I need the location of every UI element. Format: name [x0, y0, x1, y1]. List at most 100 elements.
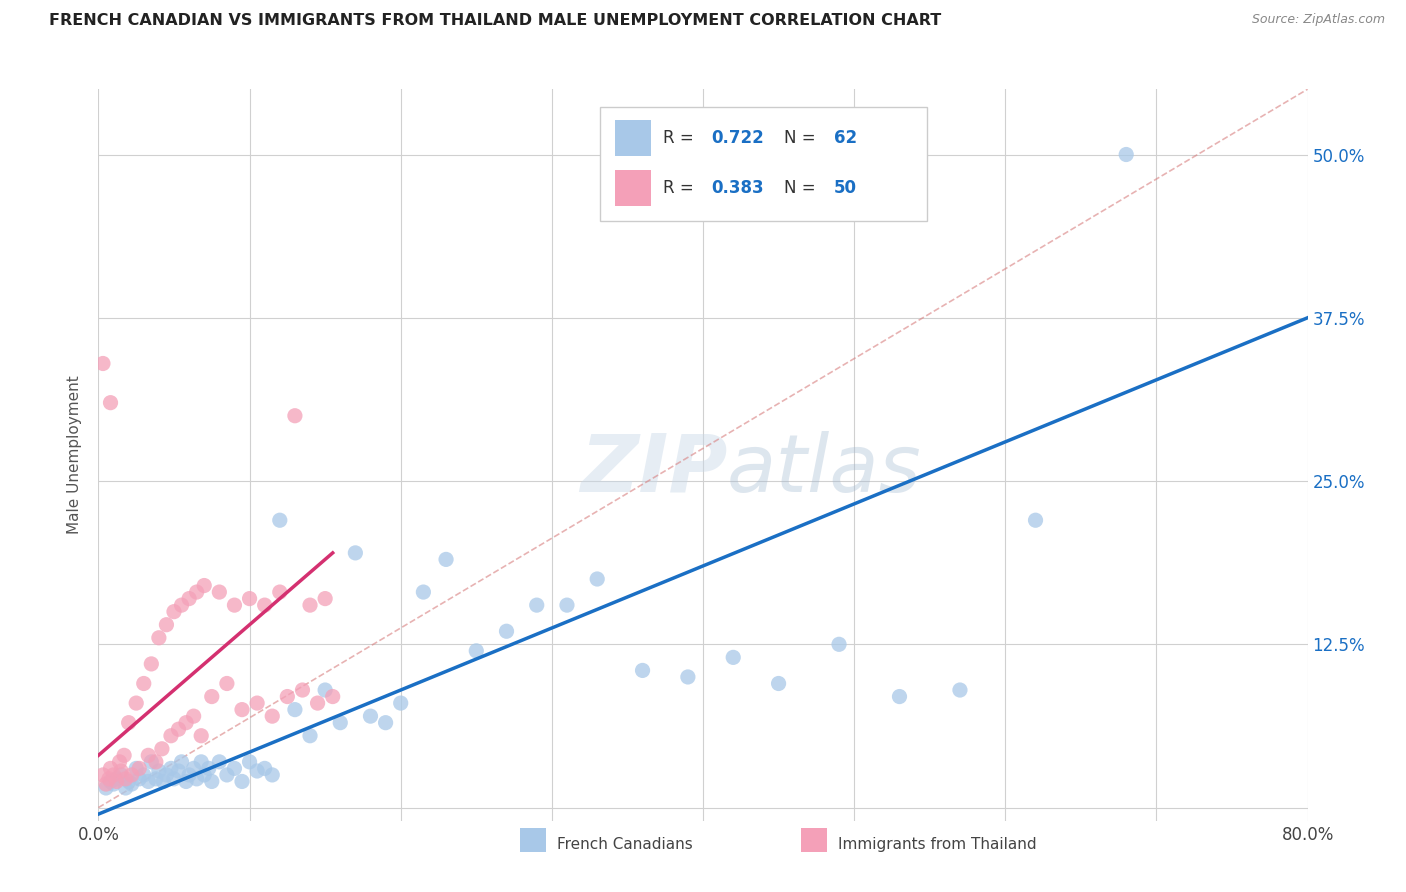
Point: [94, 777, 117, 791]
FancyBboxPatch shape: [600, 108, 927, 221]
Point: [1115, 147, 1137, 161]
Point: [201, 774, 224, 789]
Point: [190, 729, 212, 743]
Point: [389, 696, 412, 710]
Text: 0.722: 0.722: [711, 129, 765, 147]
Point: [262, 709, 284, 723]
Point: [360, 709, 382, 723]
Point: [150, 741, 173, 756]
Point: [190, 755, 212, 769]
Point: [412, 585, 434, 599]
Point: [465, 644, 488, 658]
Point: [768, 676, 790, 690]
Point: [163, 605, 186, 619]
Point: [434, 552, 457, 566]
Point: [246, 696, 269, 710]
Point: [253, 761, 276, 775]
Point: [125, 761, 148, 775]
Point: [121, 777, 143, 791]
Point: [314, 591, 336, 606]
Point: [141, 657, 163, 671]
Bar: [614, 169, 651, 206]
Point: [284, 703, 307, 717]
Point: [555, 598, 578, 612]
Point: [253, 598, 276, 612]
Point: [105, 772, 128, 786]
Text: FRENCH CANADIAN VS IMMIGRANTS FROM THAILAND MALE UNEMPLOYMENT CORRELATION CHART: FRENCH CANADIAN VS IMMIGRANTS FROM THAIL…: [49, 13, 942, 29]
Point: [112, 748, 135, 763]
Point: [167, 723, 190, 737]
Point: [132, 676, 155, 690]
Y-axis label: Male Unemployment: Male Unemployment: [67, 376, 83, 534]
Point: [136, 748, 159, 763]
Point: [299, 729, 322, 743]
Point: [100, 395, 122, 409]
Point: [148, 764, 170, 778]
Point: [145, 755, 167, 769]
Point: [98, 772, 121, 786]
Point: [208, 755, 231, 769]
Point: [110, 768, 132, 782]
Point: [1024, 513, 1046, 527]
Point: [322, 690, 344, 704]
Text: N =: N =: [785, 129, 821, 147]
Point: [141, 755, 163, 769]
Text: 0.383: 0.383: [711, 179, 763, 197]
Point: [231, 703, 253, 717]
Point: [170, 598, 193, 612]
Point: [183, 709, 205, 723]
Point: [269, 585, 291, 599]
Text: R =: R =: [664, 129, 699, 147]
Bar: [614, 120, 651, 156]
Point: [91, 768, 114, 782]
Point: [183, 761, 205, 775]
Point: [152, 774, 174, 789]
Point: [224, 761, 246, 775]
Point: [201, 690, 224, 704]
Point: [344, 546, 367, 560]
Text: N =: N =: [785, 179, 821, 197]
Text: Immigrants from Thailand: Immigrants from Thailand: [838, 838, 1036, 852]
Text: R =: R =: [664, 179, 699, 197]
Point: [828, 637, 851, 651]
Point: [215, 768, 238, 782]
Point: [179, 768, 201, 782]
Point: [186, 772, 208, 786]
Point: [179, 591, 201, 606]
Point: [329, 715, 352, 730]
Point: [160, 761, 183, 775]
Point: [676, 670, 699, 684]
Text: ZIP: ZIP: [579, 431, 727, 508]
Point: [121, 768, 143, 782]
Point: [215, 676, 238, 690]
Point: [163, 772, 186, 786]
Point: [299, 598, 322, 612]
Point: [132, 768, 155, 782]
Point: [239, 591, 262, 606]
Point: [110, 764, 132, 778]
Point: [167, 764, 190, 778]
Point: [105, 774, 128, 789]
Text: French Canadians: French Canadians: [557, 838, 693, 852]
Point: [246, 764, 269, 778]
Point: [889, 690, 911, 704]
Point: [314, 683, 336, 698]
Point: [193, 578, 215, 592]
Point: [125, 696, 148, 710]
Point: [231, 774, 253, 789]
Point: [495, 624, 517, 639]
Point: [108, 755, 131, 769]
Point: [374, 715, 396, 730]
Point: [193, 768, 215, 782]
Point: [208, 585, 231, 599]
Point: [291, 683, 314, 698]
Point: [128, 761, 150, 775]
Point: [118, 715, 141, 730]
Point: [526, 598, 548, 612]
Point: [128, 772, 150, 786]
Point: [100, 761, 122, 775]
Point: [94, 780, 117, 795]
Point: [145, 772, 167, 786]
Point: [586, 572, 609, 586]
Point: [136, 774, 159, 789]
